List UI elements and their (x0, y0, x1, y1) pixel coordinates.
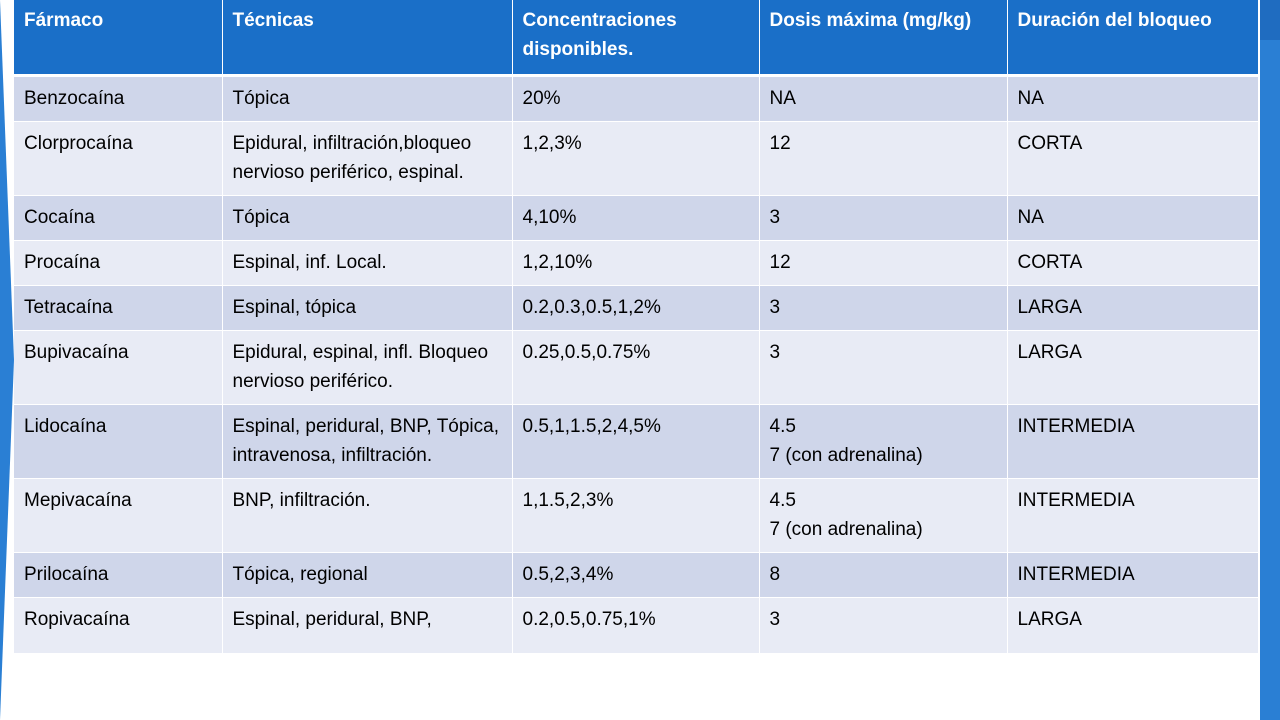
anesthetics-table: Fármaco Técnicas Concentraciones disponi… (14, 0, 1259, 654)
cell-duracion: NA (1007, 75, 1259, 122)
table-row: Bupivacaína Epidural, espinal, infl. Bloq… (14, 330, 1259, 405)
cell-tecnicas: BNP, infiltración. (222, 478, 513, 553)
table-row: Lidocaína Espinal, peridural, BNP, Tópica… (14, 404, 1259, 479)
cell-dosis-maxima: 4.5 7 (con adrenalina) (759, 404, 1008, 479)
cell-dosis-maxima: 4.5 7 (con adrenalina) (759, 478, 1008, 553)
cell-farmaco: Benzocaína (14, 75, 223, 122)
table-row: Clorprocaína Epidural, infiltración,bloqu… (14, 121, 1259, 196)
cell-farmaco: Ropivacaína (14, 597, 223, 654)
cell-concentraciones: 0.2,0.5,0.75,1% (512, 597, 760, 654)
cell-duracion: CORTA (1007, 121, 1259, 196)
cell-tecnicas: Epidural, infiltración,bloqueo nervioso … (222, 121, 513, 196)
cell-tecnicas: Tópica (222, 75, 513, 122)
cell-tecnicas: Espinal, peridural, BNP, (222, 597, 513, 654)
cell-dosis-maxima: 3 (759, 195, 1008, 241)
cell-tecnicas: Espinal, peridural, BNP, Tópica, intrave… (222, 404, 513, 479)
cell-concentraciones: 4,10% (512, 195, 760, 241)
cell-concentraciones: 1,2,3% (512, 121, 760, 196)
table-row: Ropivacaína Espinal, peridural, BNP, 0.2,0… (14, 597, 1259, 654)
cell-farmaco: Procaína (14, 240, 223, 286)
cell-duracion: LARGA (1007, 285, 1259, 331)
cell-dosis-maxima: 8 (759, 552, 1008, 598)
cell-farmaco: Bupivacaína (14, 330, 223, 405)
right-accent-bar (1260, 0, 1280, 720)
cell-dosis-maxima: 12 (759, 121, 1008, 196)
cell-concentraciones: 1,2,10% (512, 240, 760, 286)
cell-concentraciones: 0.25,0.5,0.75% (512, 330, 760, 405)
cell-concentraciones: 0.5,1,1.5,2,4,5% (512, 404, 760, 479)
cell-tecnicas: Tópica (222, 195, 513, 241)
cell-farmaco: Tetracaína (14, 285, 223, 331)
header-concentraciones: Concentraciones disponibles. (512, 0, 760, 77)
cell-duracion: INTERMEDIA (1007, 404, 1259, 479)
header-row: Fármaco Técnicas Concentraciones disponi… (14, 0, 1259, 77)
cell-tecnicas: Epidural, espinal, infl. Bloqueo nervios… (222, 330, 513, 405)
cell-dosis-maxima: 3 (759, 285, 1008, 331)
table-row: Tetracaína Espinal, tópica 0.2,0.3,0.5,1,2… (14, 285, 1259, 331)
header-dosis-maxima: Dosis máxima (mg/kg) (759, 0, 1008, 77)
table-row: Cocaína Tópica 4,10% 3 NA (14, 195, 1259, 241)
table-header: Fármaco Técnicas Concentraciones disponi… (14, 0, 1259, 77)
table-row: Benzocaína Tópica 20% NA NA (14, 75, 1259, 122)
cell-duracion: LARGA (1007, 330, 1259, 405)
cell-duracion: NA (1007, 195, 1259, 241)
cell-duracion: LARGA (1007, 597, 1259, 654)
cell-farmaco: Lidocaína (14, 404, 223, 479)
cell-duracion: CORTA (1007, 240, 1259, 286)
cell-farmaco: Cocaína (14, 195, 223, 241)
cell-dosis-maxima: 3 (759, 330, 1008, 405)
anesthetics-table-container: Fármaco Técnicas Concentraciones disponi… (14, 0, 1259, 654)
cell-dosis-maxima: NA (759, 75, 1008, 122)
header-tecnicas: Técnicas (222, 0, 513, 77)
cell-concentraciones: 0.2,0.3,0.5,1,2% (512, 285, 760, 331)
cell-dosis-maxima: 12 (759, 240, 1008, 286)
cell-farmaco: Mepivacaína (14, 478, 223, 553)
cell-farmaco: Prilocaína (14, 552, 223, 598)
cell-tecnicas: Espinal, tópica (222, 285, 513, 331)
cell-dosis-maxima: 3 (759, 597, 1008, 654)
left-decoration (0, 0, 14, 720)
cell-duracion: INTERMEDIA (1007, 478, 1259, 553)
table-row: Prilocaína Tópica, regional 0.5,2,3,4% 8 INT… (14, 552, 1259, 598)
table-row: Procaína Espinal, inf. Local. 1,2,10% 12 COR… (14, 240, 1259, 286)
table-body: Benzocaína Tópica 20% NA NA Clorprocaína Epidu… (14, 75, 1259, 654)
cell-tecnicas: Tópica, regional (222, 552, 513, 598)
header-farmaco: Fármaco (14, 0, 223, 77)
cell-concentraciones: 20% (512, 75, 760, 122)
table-row: Mepivacaína BNP, infiltración. 1,1.5,2,3% 4… (14, 478, 1259, 553)
cell-farmaco: Clorprocaína (14, 121, 223, 196)
right-accent-bar-top (1260, 0, 1280, 40)
cell-duracion: INTERMEDIA (1007, 552, 1259, 598)
header-duracion: Duración del bloqueo (1007, 0, 1259, 77)
cell-tecnicas: Espinal, inf. Local. (222, 240, 513, 286)
cell-concentraciones: 0.5,2,3,4% (512, 552, 760, 598)
cell-concentraciones: 1,1.5,2,3% (512, 478, 760, 553)
